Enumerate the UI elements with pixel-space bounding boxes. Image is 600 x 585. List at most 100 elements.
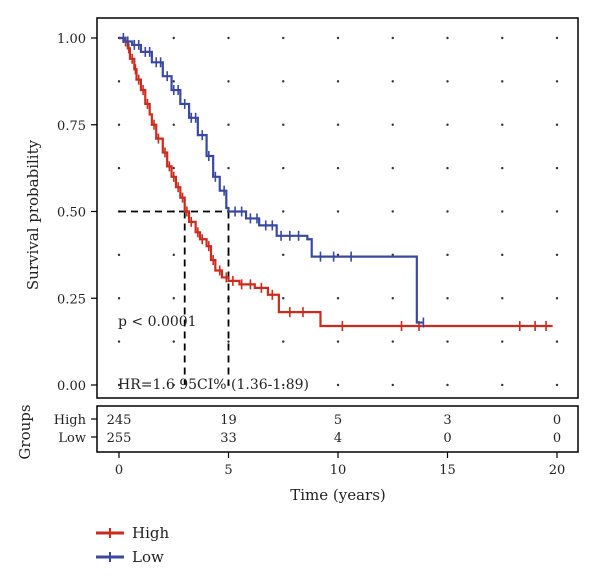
risk-table-panel [96, 405, 579, 453]
survival-curve-high [119, 36, 553, 328]
grid-dot [172, 80, 175, 83]
x-tick-label: 15 [439, 463, 456, 478]
grid-dot [446, 297, 449, 300]
risk-count: 0 [553, 431, 561, 446]
y-axis-title: Survival probability [24, 139, 42, 290]
risk-table: High 245 19 5 3 0 Low 255 33 4 0 0 [54, 413, 561, 446]
grid-dot [117, 383, 121, 387]
grid-dot [336, 166, 340, 170]
grid-dot [336, 297, 340, 300]
risk-count: 19 [220, 413, 237, 428]
grid-dot [172, 297, 175, 300]
legend-label: Low [132, 548, 164, 566]
grid-dot [501, 36, 504, 40]
grid-dot [282, 166, 285, 170]
grid-dot [391, 383, 394, 387]
grid-dot [446, 36, 449, 40]
grid-dot [555, 297, 559, 300]
grid-dot [446, 340, 449, 343]
y-tick-label: 0.25 [57, 292, 86, 307]
grid-dot [282, 80, 285, 83]
grid-dot [282, 297, 285, 300]
grid-dot [172, 253, 175, 257]
grid-dot [336, 123, 340, 126]
grid-dot [117, 253, 121, 257]
y-axis: 0.00 0.25 0.50 0.75 1.00 [57, 32, 97, 394]
grid-dot [391, 166, 394, 170]
grid-dot [117, 123, 121, 126]
grid-dot [501, 383, 504, 387]
y-tick-label: 0.50 [57, 206, 86, 221]
grid-dot [336, 253, 340, 257]
grid-dot [555, 36, 559, 40]
grid-dot [117, 297, 121, 300]
grid-dot [501, 123, 504, 126]
grid-dot [336, 80, 340, 83]
x-axis-title: Time (years) [290, 486, 386, 504]
risk-count: 3 [443, 413, 451, 428]
grid-dot [555, 253, 559, 257]
p-value-annotation: p < 0.0001 [118, 314, 197, 330]
grid-dot [227, 123, 230, 126]
grid-dot [446, 210, 449, 213]
grid-dot [501, 297, 504, 300]
grid-dot [336, 36, 340, 40]
x-tick-label: 5 [224, 463, 232, 478]
risk-count: 255 [107, 431, 132, 446]
grid-dot [446, 383, 449, 387]
y-tick-label: 0.00 [57, 379, 86, 394]
x-axis: 0 5 10 15 20 [115, 452, 565, 478]
grid-dot [282, 383, 285, 387]
grid-dot [282, 36, 285, 40]
grid-dot [336, 383, 340, 387]
grid-dot [501, 80, 504, 83]
risk-row-label: High [54, 413, 87, 428]
risk-count: 245 [107, 413, 132, 428]
grid-dot [391, 297, 394, 300]
grid-dot [227, 166, 230, 170]
grid-dot [117, 80, 121, 83]
series-low [119, 33, 425, 328]
grid-dot [227, 36, 230, 40]
grid-dot [501, 253, 504, 257]
grid-dot [501, 340, 504, 343]
grid-dot [227, 80, 230, 83]
legend: High Low [96, 524, 169, 566]
x-tick-label: 0 [115, 463, 123, 478]
risk-count: 4 [334, 431, 342, 446]
hazard-ratio-annotation: HR=1.6 95CI% (1.36-1.89) [118, 377, 309, 393]
grid-dot [391, 123, 394, 126]
grid-dot [282, 340, 285, 343]
grid-dot [446, 123, 449, 126]
grid-dot [336, 340, 340, 343]
risk-count: 33 [220, 431, 237, 446]
risk-count: 5 [334, 413, 342, 428]
grid-dot [172, 123, 175, 126]
grid-dot [172, 340, 175, 343]
grid-dot [555, 340, 559, 343]
grid-dot [391, 80, 394, 83]
grid-dot [172, 383, 175, 387]
y-tick-label: 1.00 [57, 32, 86, 47]
x-tick-label: 10 [330, 463, 347, 478]
median-survival-lines [119, 210, 230, 385]
grid-dot [172, 166, 175, 170]
survival-curves [119, 33, 553, 332]
legend-label: High [132, 524, 169, 542]
grid-dot [117, 166, 121, 170]
grid-dot [446, 80, 449, 83]
legend-item-high: High [96, 524, 169, 542]
grid-dot [555, 123, 559, 126]
x-tick-label: 20 [549, 463, 566, 478]
grid-dot [446, 166, 449, 170]
grid-dot [555, 210, 559, 213]
grid-dot [391, 210, 394, 213]
grid-dot [501, 210, 504, 213]
grid-dot [227, 340, 230, 343]
grid-dot [555, 383, 559, 387]
grid-dot [391, 253, 394, 257]
grid-dot [391, 36, 394, 40]
grid-dot [555, 166, 559, 170]
risk-count: 0 [553, 413, 561, 428]
